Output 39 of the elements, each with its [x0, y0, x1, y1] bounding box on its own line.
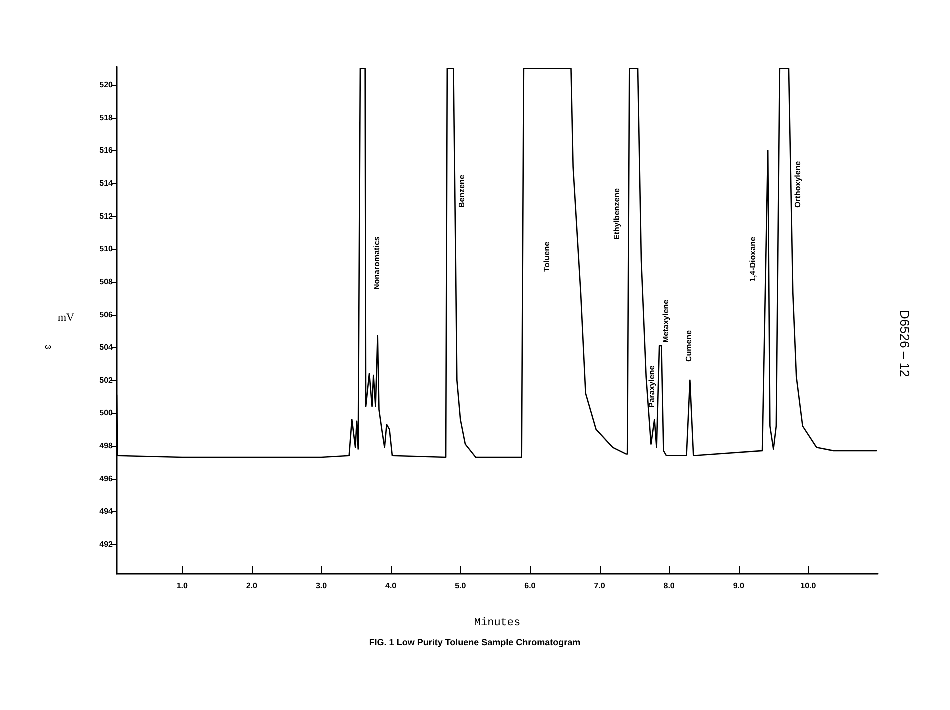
- y-tick-label: 506: [100, 310, 114, 320]
- y-tick-label: 496: [100, 474, 114, 484]
- y-tick-label: 492: [100, 540, 114, 549]
- y-tick-label: 516: [100, 146, 114, 156]
- y-tick-label: 518: [100, 113, 114, 122]
- y-axis-title: mV: [58, 312, 75, 324]
- annotation: Benzene: [458, 174, 466, 208]
- annotation: Ethylbenzene: [612, 188, 622, 240]
- x-tick-label: 3.0: [316, 582, 328, 590]
- x-tick-label: 1.0: [176, 582, 188, 590]
- annotation: Paraxylene: [648, 365, 656, 408]
- x-tick-label: 9.0: [733, 582, 745, 590]
- x-tick-label: 6.0: [524, 582, 536, 590]
- annotation: Nonaromatics: [372, 236, 382, 290]
- text: 3: [44, 345, 52, 350]
- annotation: Cumene: [684, 330, 694, 362]
- x-tick-label: 2.0: [246, 582, 258, 590]
- y-tick-label: 494: [100, 507, 114, 516]
- x-tick-label: 5.0: [455, 582, 467, 590]
- text: FIG. 1 Low Purity Toluene Sample Chromatogram: [369, 638, 581, 648]
- y-tick-label: 508: [100, 277, 114, 286]
- x-tick-label: 10.0: [800, 582, 817, 590]
- y-tick-label: 498: [100, 442, 114, 451]
- y-tick-label: 500: [100, 408, 114, 418]
- annotation: Metaxylene: [662, 299, 670, 343]
- annotation: Toluene: [542, 241, 552, 272]
- y-tick-label: 512: [100, 212, 114, 221]
- y-tick-label: 520: [100, 80, 114, 90]
- x-tick-label: 4.0: [386, 582, 398, 590]
- y-tick-label: 502: [100, 376, 114, 385]
- x-axis-title: Minutes: [474, 618, 521, 630]
- y-tick-label: 504: [100, 343, 114, 352]
- x-tick-label: 8.0: [664, 582, 676, 590]
- x-tick-label: 7.0: [594, 582, 606, 590]
- y-tick-label: 510: [100, 244, 114, 254]
- y-tick-label: 514: [100, 178, 114, 188]
- annotation: Orthoxylene: [794, 160, 802, 208]
- annotation: 1,4-Dioxane: [748, 236, 758, 282]
- text: D6526 – 12: [898, 310, 912, 378]
